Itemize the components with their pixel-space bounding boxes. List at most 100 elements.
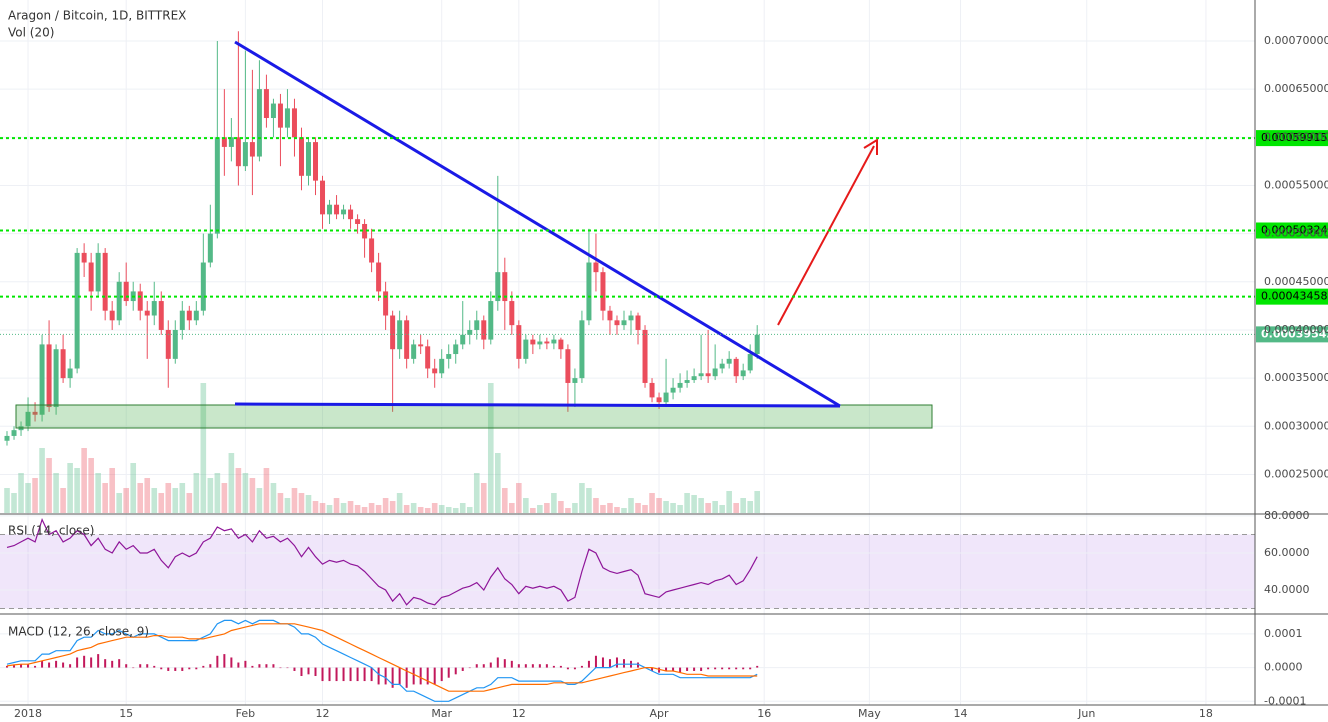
candle-body bbox=[453, 344, 459, 355]
chart-title: Aragon / Bitcoin, 1D, BITTREX bbox=[8, 9, 186, 23]
macd-histogram-bar bbox=[524, 664, 527, 668]
candle-body bbox=[362, 223, 368, 239]
macd-histogram-bar bbox=[391, 667, 394, 688]
x-tick-label: 18 bbox=[1199, 707, 1213, 720]
volume-bar bbox=[747, 501, 753, 513]
x-tick-label: Apr bbox=[650, 707, 670, 720]
x-tick-label: 12 bbox=[512, 707, 526, 720]
candle-body bbox=[172, 329, 178, 359]
x-tick-label: 12 bbox=[316, 707, 330, 720]
volume-bar bbox=[558, 501, 564, 513]
volume-bar bbox=[544, 503, 550, 513]
macd-histogram-bar bbox=[356, 667, 359, 682]
macd-histogram-bar bbox=[679, 667, 682, 673]
volume-bar bbox=[410, 503, 417, 513]
candle-body bbox=[712, 368, 718, 377]
candle-body bbox=[509, 301, 515, 326]
volume-bar bbox=[11, 493, 17, 513]
macd-histogram-bar bbox=[531, 664, 534, 668]
macd-histogram-bar bbox=[20, 664, 23, 668]
macd-histogram-bar bbox=[251, 665, 254, 668]
macd-histogram-bar bbox=[216, 655, 219, 668]
volume-bar bbox=[740, 498, 746, 513]
macd-histogram-bar bbox=[454, 667, 457, 675]
candle-body bbox=[740, 370, 746, 377]
volume-bar bbox=[726, 491, 732, 513]
y-tick-label: 80.0000 bbox=[1264, 509, 1310, 522]
volume-bar bbox=[523, 498, 529, 513]
volume-bar bbox=[130, 463, 137, 513]
macd-histogram-bar bbox=[749, 667, 752, 670]
candle-body bbox=[242, 142, 248, 167]
volume-bar bbox=[242, 473, 249, 513]
macd-histogram-bar bbox=[279, 667, 282, 669]
macd-histogram-bar bbox=[461, 667, 464, 671]
volume-bar bbox=[516, 483, 522, 513]
volume-bar bbox=[530, 508, 536, 513]
macd-histogram-bar bbox=[756, 665, 759, 668]
y-tick-label: 0.00040000 bbox=[1264, 323, 1328, 336]
candle-body bbox=[586, 262, 592, 321]
volume-bar bbox=[186, 493, 193, 513]
y-tick-label: -0.0001 bbox=[1264, 694, 1306, 707]
macd-histogram-bar bbox=[475, 664, 478, 668]
macd-histogram-bar bbox=[622, 659, 625, 668]
macd-histogram-bar bbox=[76, 657, 79, 668]
volume-bar bbox=[487, 383, 494, 513]
macd-histogram-bar bbox=[377, 667, 380, 685]
volume-bar bbox=[67, 463, 73, 513]
x-tick-label: Feb bbox=[236, 707, 255, 720]
macd-histogram-bar bbox=[48, 662, 51, 668]
support-box bbox=[15, 404, 933, 429]
volume-bar bbox=[144, 478, 151, 513]
macd-histogram-bar bbox=[258, 664, 261, 668]
volume-bar bbox=[319, 503, 326, 513]
volume-bar bbox=[361, 507, 368, 513]
candle-body bbox=[221, 137, 227, 147]
volume-bar bbox=[4, 488, 10, 513]
volume-bar bbox=[431, 503, 438, 513]
macd-histogram-bar bbox=[594, 655, 597, 668]
volume-bar bbox=[25, 483, 31, 513]
volume-bar bbox=[466, 507, 473, 513]
level-label: 0.00043458 bbox=[1261, 290, 1327, 303]
macd-histogram-bar bbox=[693, 667, 696, 671]
candle-body bbox=[158, 301, 164, 330]
volume-bar bbox=[375, 505, 382, 513]
last-price-bg bbox=[1256, 326, 1328, 343]
macd-histogram-bar bbox=[412, 667, 415, 685]
x-tick-label: 15 bbox=[119, 707, 133, 720]
candle-body bbox=[151, 301, 157, 316]
candle-body bbox=[572, 378, 578, 383]
candle-body bbox=[698, 373, 704, 377]
candle-body bbox=[320, 180, 326, 215]
macd-histogram-bar bbox=[728, 667, 731, 670]
volume-bar bbox=[60, 488, 66, 513]
candle-body bbox=[305, 142, 311, 176]
macd-histogram-bar bbox=[440, 667, 443, 682]
macd-histogram-bar bbox=[41, 660, 44, 668]
volume-bar bbox=[677, 505, 683, 513]
candle-body bbox=[334, 204, 340, 215]
y-tick-label: 0.00070000 bbox=[1264, 34, 1328, 47]
macd-histogram-bar bbox=[714, 667, 717, 670]
level-label-bg bbox=[1256, 288, 1328, 305]
candle-body bbox=[719, 363, 725, 369]
macd-histogram-bar bbox=[398, 667, 401, 685]
candle-body bbox=[481, 320, 487, 340]
macd-histogram-bar bbox=[335, 667, 338, 682]
volume-bar bbox=[656, 498, 662, 513]
drawings bbox=[0, 40, 1255, 429]
volume-bar bbox=[354, 505, 361, 513]
price-axis-bg bbox=[1255, 0, 1328, 705]
candle-body bbox=[614, 320, 620, 326]
macd-histogram-bar bbox=[97, 654, 100, 668]
volume-bar bbox=[396, 493, 403, 513]
macd-histogram-bar bbox=[139, 664, 142, 668]
volume-bar bbox=[565, 508, 571, 513]
last-price-label: 0.00039542 bbox=[1261, 327, 1328, 340]
candle-body bbox=[235, 137, 241, 167]
candle-body bbox=[425, 346, 431, 369]
x-tick-label: Mar bbox=[431, 707, 452, 720]
